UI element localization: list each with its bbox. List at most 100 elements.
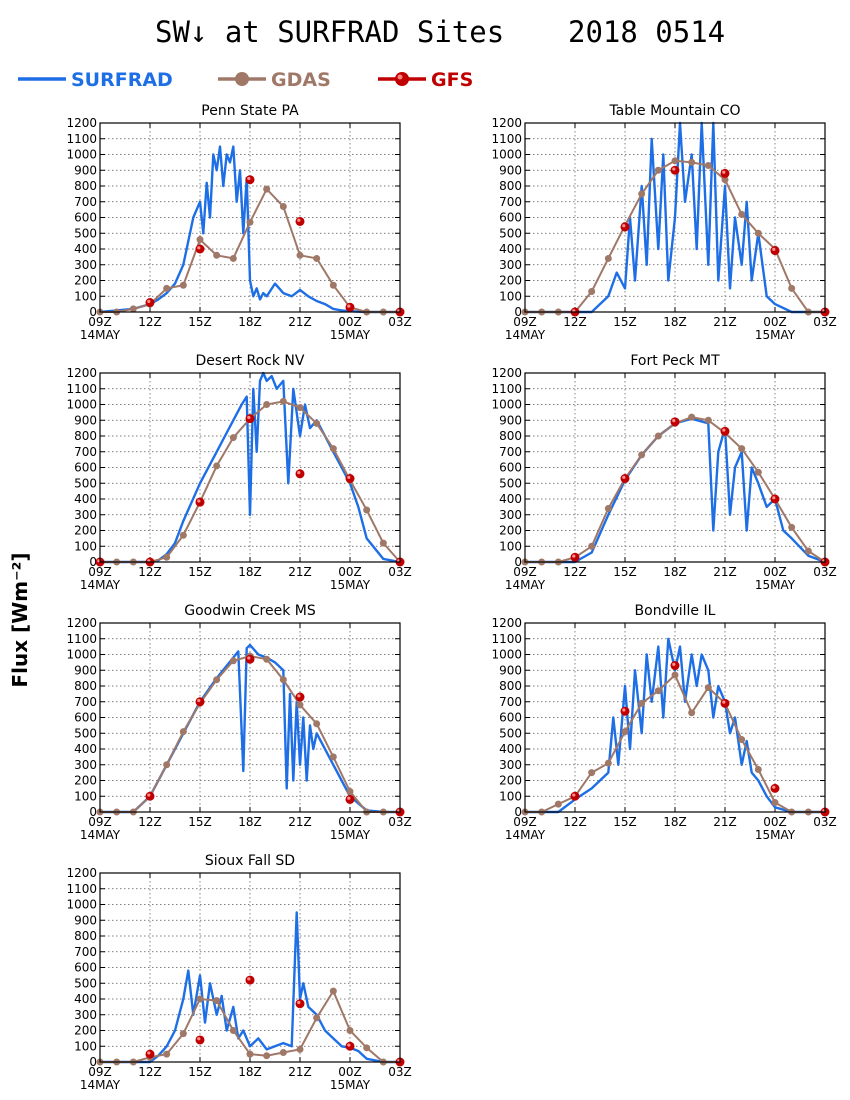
y-tick-label: 300 [499,758,522,772]
y-tick-label: 1100 [491,132,522,146]
data-point [245,414,255,424]
series-gfs [145,654,405,817]
x-tick-label: 09Z [88,815,112,829]
data-point [654,432,662,440]
plot-frame [99,622,401,813]
figure-date: 2018 0514 [568,15,725,49]
data-point [621,728,629,736]
x-tick-label: 09Z [513,565,537,579]
data-point [588,542,596,550]
y-tick-label: 900 [74,163,97,177]
y-tick-label: 300 [74,508,97,522]
y-tick-label: 600 [499,211,522,225]
data-point [296,251,304,259]
x-tick-label: 09Z [88,1065,112,1079]
x-tick-label: 09Z [513,815,537,829]
x-date-label: 15MAY [330,578,371,592]
y-tick-label: 600 [499,461,522,475]
y-tick-label: 200 [499,774,522,788]
y-tick-label: 300 [499,258,522,272]
plot-frame [99,372,401,563]
data-point-highlight [672,662,676,666]
x-tick-label: 00Z [763,315,787,329]
y-tick-label: 1200 [66,116,97,130]
data-point [704,684,712,692]
data-point-highlight [772,496,776,500]
y-tick-label: 500 [74,976,97,990]
data-point [195,244,205,254]
panel-0: Penn State PA010020030040050060070080090… [66,103,411,342]
data-point-highlight [772,247,776,251]
data-point-highlight [147,299,151,303]
data-point [688,413,696,421]
x-tick-label: 21Z [713,815,737,829]
y-tick-label: 1000 [66,648,97,662]
y-tick-label: 900 [74,663,97,677]
x-date-label: 14MAY [80,828,121,842]
plot-frame [524,372,826,563]
data-point [721,176,729,184]
x-tick-label: 00Z [763,565,787,579]
x-date-label: 14MAY [505,828,546,842]
y-tick-label: 600 [74,711,97,725]
y-tick-label: 1100 [66,882,97,896]
data-point-highlight [622,708,626,712]
x-tick-label: 00Z [338,815,362,829]
data-point [345,302,355,312]
data-point [245,975,255,985]
y-tick-label: 1100 [491,382,522,396]
y-tick-label: 700 [74,945,97,959]
y-tick-label: 100 [499,289,522,303]
data-point [363,506,371,514]
data-point-highlight [722,428,726,432]
panel-title: Sioux Fall SD [205,853,295,869]
data-point-highlight [722,700,726,704]
data-point [620,222,630,232]
data-point [754,229,762,237]
y-tick-label: 600 [499,711,522,725]
y-tick-label: 1200 [491,366,522,380]
x-tick-label: 03Z [388,565,412,579]
y-tick-label: 200 [74,1024,97,1038]
data-point [688,158,696,166]
data-point [604,504,612,512]
data-point [246,1050,254,1058]
data-point [804,547,812,555]
x-tick-label: 00Z [338,1065,362,1079]
data-point [720,698,730,708]
x-tick-label: 21Z [288,315,312,329]
y-tick-label: 400 [74,242,97,256]
x-date-label: 14MAY [80,328,121,342]
y-tick-label: 500 [74,476,97,490]
data-point [329,281,337,289]
data-point [295,469,305,479]
data-point [179,1030,187,1038]
x-tick-label: 18Z [238,815,262,829]
y-tick-label: 400 [74,742,97,756]
y-tick-label: 900 [74,413,97,427]
y-tick-label: 800 [499,429,522,443]
data-point-highlight [672,167,676,171]
y-tick-label: 300 [74,258,97,272]
x-tick-label: 09Z [88,315,112,329]
y-tick-label: 100 [499,539,522,553]
data-point [670,165,680,175]
data-point [295,216,305,226]
data-point-highlight [247,656,251,660]
header: SW↓ at SURFRAD Sites 2018 0514 [155,15,725,49]
data-point [179,281,187,289]
x-tick-label: 09Z [513,315,537,329]
data-point [163,553,171,561]
panels: Penn State PA010020030040050060070080090… [66,103,836,1092]
y-tick-label: 200 [74,274,97,288]
data-point [554,800,562,808]
x-tick-label: 03Z [388,315,412,329]
series-surfrad [525,121,825,314]
data-point [738,445,746,453]
panel-6: Sioux Fall SD010020030040050060070080090… [66,853,411,1092]
data-point [720,426,730,436]
data-point [604,254,612,262]
data-point [620,706,630,716]
x-date-label: 14MAY [505,328,546,342]
legend-item-gfs: GFS [378,69,473,91]
